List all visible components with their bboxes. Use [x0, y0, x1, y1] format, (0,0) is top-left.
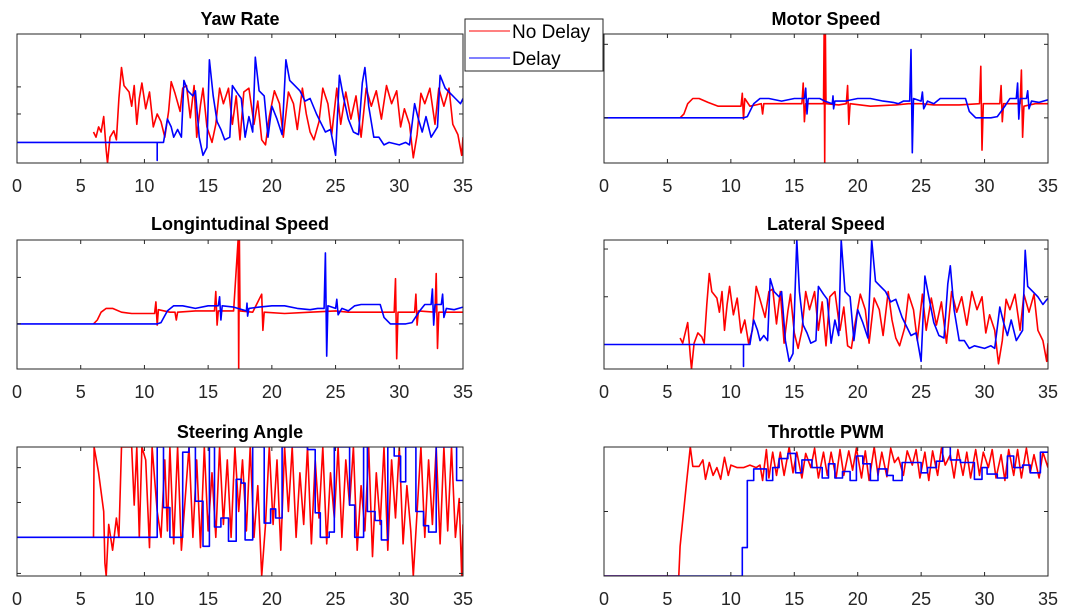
legend-label-no-delay: No Delay [512, 22, 591, 43]
axes-box [603, 33, 1049, 164]
x-tick-label: 25 [326, 176, 346, 196]
legend: No Delay Delay [464, 18, 604, 72]
subplot-yaw-rate: 0 5 10 15 20 25 30 35 Yaw Rate [12, 9, 473, 196]
x-tick-label: 0 [12, 382, 22, 402]
x-tick-label: 15 [784, 382, 804, 402]
subplot-title: Steering Angle [177, 422, 303, 442]
series-line-delay [604, 447, 1048, 576]
x-tick-label: 0 [599, 382, 609, 402]
x-tick-label: 0 [599, 589, 609, 609]
series-line-delay [17, 252, 463, 357]
x-tick-label: 30 [975, 589, 995, 609]
subplot-title: Lateral Speed [767, 214, 885, 234]
x-tick-label: 5 [662, 382, 672, 402]
series-line-no-delay [92, 66, 463, 163]
x-tick-label: 20 [262, 589, 282, 609]
x-tick-label: 25 [911, 176, 931, 196]
series-layer [17, 447, 463, 576]
legend-box [464, 18, 604, 72]
subplot-motor-speed: 0 5 10 15 20 25 30 35 Motor Speed [599, 9, 1058, 196]
x-tick-label: 5 [662, 589, 672, 609]
subplot-lateral-speed: 0 5 10 15 20 25 30 35 Lateral Speed [599, 214, 1058, 402]
x-tick-label: 30 [389, 176, 409, 196]
subplot-steering-angle: 0 5 10 15 20 25 30 35 Steering Angle [12, 422, 473, 609]
series-layer [604, 240, 1048, 369]
axes-box [16, 446, 464, 577]
x-tick-label: 30 [975, 176, 995, 196]
x-tick-label: 0 [599, 176, 609, 196]
x-tick-label: 35 [453, 176, 473, 196]
series-line-delay [17, 447, 463, 548]
axes-box [603, 239, 1049, 370]
x-tick-label: 25 [326, 589, 346, 609]
series-layer [17, 56, 463, 163]
x-tick-label: 30 [975, 382, 995, 402]
series-line-no-delay [679, 34, 1048, 163]
x-tick-label: 25 [911, 382, 931, 402]
x-tick-label: 20 [848, 589, 868, 609]
x-tick-label: 15 [784, 176, 804, 196]
series-layer [604, 34, 1048, 163]
x-tick-label: 0 [12, 176, 22, 196]
x-tick-label: 15 [784, 589, 804, 609]
axes-box [16, 239, 464, 370]
x-tick-label: 5 [76, 382, 86, 402]
x-tick-label: 35 [453, 382, 473, 402]
x-tick-label: 20 [848, 382, 868, 402]
x-tick-label: 10 [721, 176, 741, 196]
x-tick-label: 0 [12, 589, 22, 609]
x-tick-label: 30 [389, 382, 409, 402]
subplot-title: Throttle PWM [768, 422, 884, 442]
subplot-throttle-pwm: 0 5 10 15 20 25 30 35 Throttle PWM [599, 422, 1058, 609]
x-tick-label: 5 [76, 589, 86, 609]
series-line-delay [604, 240, 1048, 368]
series-line-no-delay [92, 240, 463, 369]
x-tick-label: 10 [134, 176, 154, 196]
x-tick-label: 10 [134, 382, 154, 402]
x-tick-label: 15 [198, 176, 218, 196]
subplot-title: Yaw Rate [200, 9, 279, 29]
x-tick-label: 35 [453, 589, 473, 609]
x-tick-label: 5 [76, 176, 86, 196]
subplot-title: Longintudinal Speed [151, 214, 329, 234]
series-line-delay [604, 48, 1048, 154]
x-tick-label: 25 [326, 382, 346, 402]
x-tick-label: 15 [198, 589, 218, 609]
series-line-delay [17, 56, 463, 162]
x-tick-label: 10 [721, 589, 741, 609]
subplot-longitudinal-speed: 0 5 10 15 20 25 30 35 Longintudinal Speed [12, 214, 473, 402]
series-line-no-delay [92, 447, 463, 576]
axes-box [16, 33, 464, 164]
series-line-no-delay [604, 447, 1048, 576]
x-tick-label: 20 [262, 382, 282, 402]
x-tick-label: 25 [911, 589, 931, 609]
x-tick-label: 35 [1038, 589, 1058, 609]
x-tick-label: 20 [848, 176, 868, 196]
x-tick-label: 35 [1038, 382, 1058, 402]
x-tick-label: 30 [389, 589, 409, 609]
subplot-title: Motor Speed [771, 9, 880, 29]
x-tick-label: 15 [198, 382, 218, 402]
x-tick-label: 5 [662, 176, 672, 196]
legend-label-delay: Delay [512, 49, 561, 70]
series-layer [604, 447, 1048, 576]
series-layer [17, 240, 463, 369]
x-tick-label: 20 [262, 176, 282, 196]
x-tick-label: 10 [134, 589, 154, 609]
x-tick-label: 35 [1038, 176, 1058, 196]
series-line-no-delay [679, 272, 1048, 369]
x-tick-label: 10 [721, 382, 741, 402]
